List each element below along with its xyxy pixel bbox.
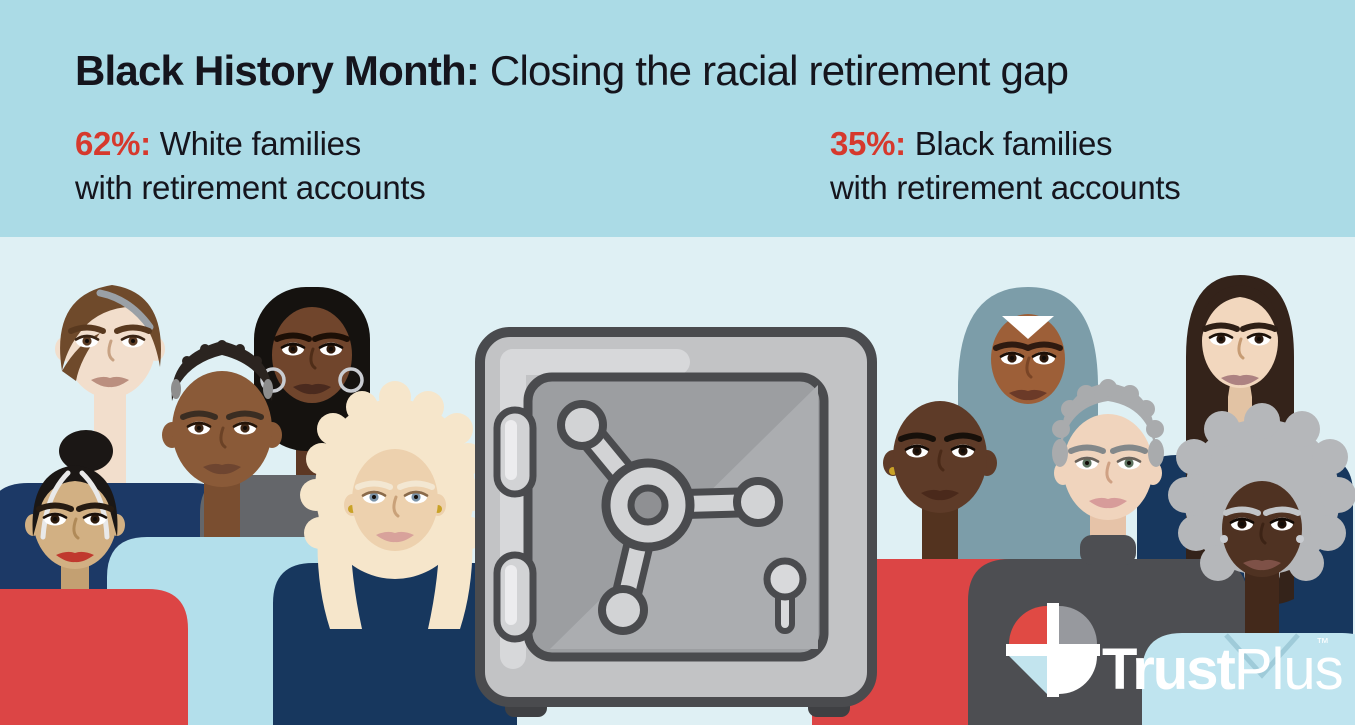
header-band: [0, 0, 1355, 237]
page-title: Black History Month: Closing the racial …: [75, 47, 1069, 94]
trademark-symbol: ™: [1316, 635, 1329, 650]
stat-black-label2: with retirement accounts: [830, 168, 1181, 206]
stat-white-label2: with retirement accounts: [75, 168, 426, 206]
stat-black-label1: Black families: [914, 125, 1113, 162]
stat-white-label1: White families: [159, 125, 361, 162]
stat-white-value: 62%:: [75, 125, 151, 162]
older-black-woman-afro: [1142, 403, 1355, 725]
stat-black-value: 35%:: [830, 125, 906, 162]
stat-black-families: 35%: Black families with retirement acco…: [830, 122, 1181, 210]
trustplus-wordmark: TrustPlus: [1102, 637, 1343, 702]
title-rest: Closing the racial retirement gap: [489, 47, 1069, 94]
woman-in-hijab: [958, 287, 1098, 591]
trustplus-logo: TrustPlus ™: [1006, 603, 1344, 702]
woman-hair-bun: [0, 430, 188, 725]
older-blonde-woman: [273, 381, 517, 725]
title-emphasis: Black History Month:: [75, 47, 480, 94]
safe-vault-icon: [475, 327, 877, 717]
people-and-safe-illustration: TrustPlus ™: [0, 275, 1355, 725]
trustplus-mark-icon: [1006, 603, 1100, 697]
stat-white-families: 62%: White families with retirement acco…: [75, 122, 426, 210]
